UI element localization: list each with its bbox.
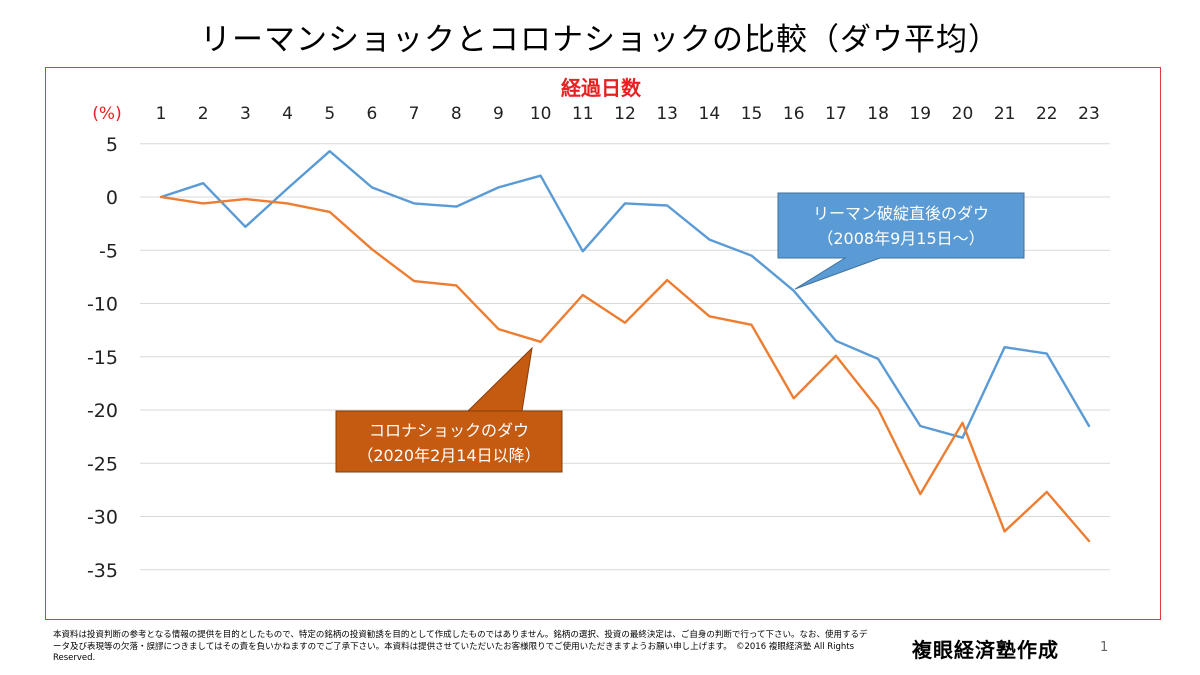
lehman-callout: リーマン破綻直後のダウ （2008年9月15日～） xyxy=(777,192,1025,290)
x-tick-label: 21 xyxy=(994,104,1016,124)
series-lines xyxy=(159,149,1091,543)
x-tick-labels: 1 2 3 4 5 6 7 8 9 10 11 12 13 14 15 16 17 18 19 20 21 22 23 xyxy=(156,104,1100,124)
x-tick-label: 14 xyxy=(699,104,721,124)
page-number: 1 xyxy=(1100,640,1109,655)
y-tick-labels: 5 0 -5 -10 -15 -20 -25 -30 -35 xyxy=(87,134,118,582)
y-tick-label: -30 xyxy=(87,507,118,529)
x-tick-label: 9 xyxy=(493,104,504,124)
y-tick-label: -20 xyxy=(87,400,118,422)
y-tick-label: -25 xyxy=(87,453,118,475)
corona-callout-box xyxy=(335,346,563,473)
x-tick-label: 11 xyxy=(572,104,594,124)
gridlines xyxy=(140,143,1110,571)
x-axis-title: 経過日数 xyxy=(561,76,642,100)
corona-callout-line2: （2020年2月14日以降） xyxy=(357,446,540,465)
y-tick-label: -35 xyxy=(87,560,118,582)
y-tick-label: -10 xyxy=(87,294,118,316)
x-tick-label: 15 xyxy=(741,104,763,124)
x-tick-label: 17 xyxy=(825,104,847,124)
x-tick-label: 22 xyxy=(1036,104,1058,124)
corona-callout-line1: コロナショックのダウ xyxy=(369,421,529,440)
x-tick-label: 12 xyxy=(614,104,636,124)
x-tick-label: 16 xyxy=(783,104,805,124)
x-tick-label: 5 xyxy=(324,104,335,124)
x-tick-label: 7 xyxy=(409,104,420,124)
y-tick-label: -15 xyxy=(87,347,118,369)
x-tick-label: 8 xyxy=(451,104,462,124)
brand-credit: 複眼経済塾作成 xyxy=(912,638,1059,662)
corona-callout: コロナショックのダウ （2020年2月14日以降） xyxy=(335,346,563,473)
x-tick-label: 3 xyxy=(240,104,251,124)
chart-frame xyxy=(45,67,1161,620)
lehman-callout-box xyxy=(777,192,1025,290)
lehman-callout-line1: リーマン破綻直後のダウ xyxy=(813,204,989,223)
x-tick-label: 6 xyxy=(366,104,377,124)
y-tick-label: -5 xyxy=(99,240,118,262)
x-tick-label: 10 xyxy=(530,104,552,124)
x-tick-label: 4 xyxy=(282,104,293,124)
disclaimer-text: 本資料は投資判断の参考となる情報の提供を目的としたもので、特定の銘柄の投資勧誘を… xyxy=(53,630,868,663)
x-tick-label: 19 xyxy=(909,104,931,124)
x-tick-label: 20 xyxy=(952,104,974,124)
x-tick-label: 18 xyxy=(867,104,889,124)
corona-series-line xyxy=(159,195,1091,543)
lehman-series-line xyxy=(159,149,1091,439)
x-tick-label: 1 xyxy=(156,104,167,124)
chart-title: リーマンショックとコロナショックの比較（ダウ平均） xyxy=(200,22,1000,58)
y-axis-unit: (%) xyxy=(92,104,121,124)
y-tick-label: 5 xyxy=(106,134,118,156)
x-tick-label: 13 xyxy=(656,104,678,124)
y-tick-label: 0 xyxy=(106,187,118,209)
x-tick-label: 23 xyxy=(1078,104,1100,124)
x-tick-label: 2 xyxy=(198,104,209,124)
lehman-callout-line2: （2008年9月15日～） xyxy=(817,229,984,248)
